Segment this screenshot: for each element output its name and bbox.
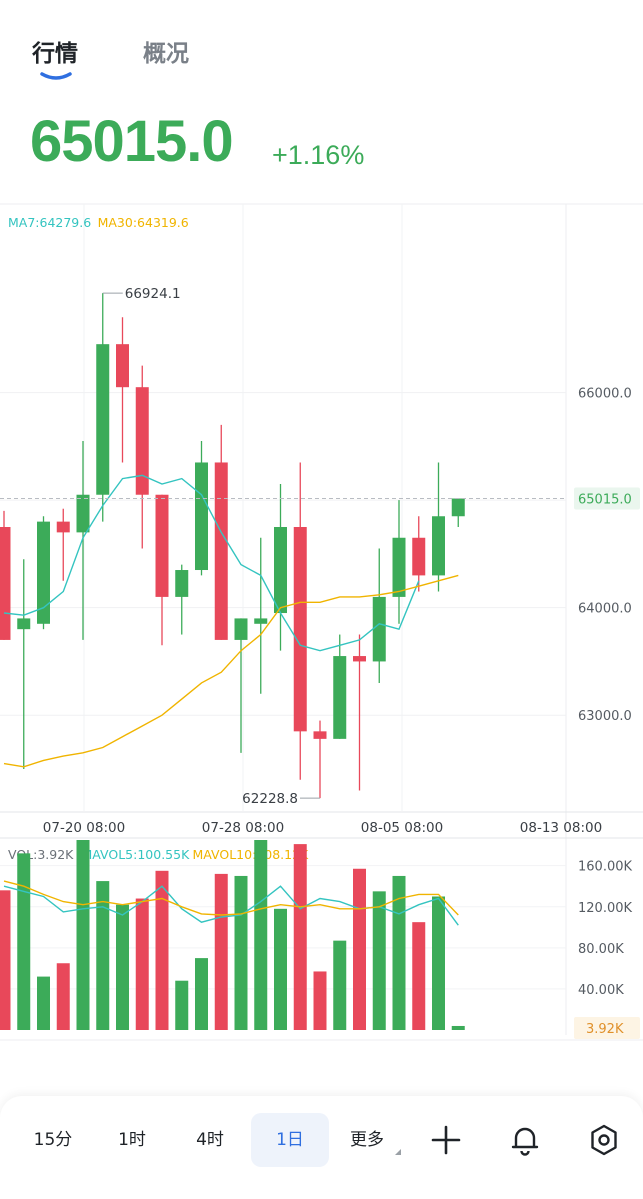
candle-body [17, 618, 31, 630]
current-price-tag [574, 487, 640, 510]
mavol5-line [3, 885, 459, 926]
candle-body [96, 344, 110, 495]
period-1h[interactable]: 1时 [118, 1130, 146, 1150]
x-axis-tick-label: 07-20 08:00 [43, 820, 125, 836]
period-more[interactable]: 更多 [335, 1113, 401, 1167]
volume-bar [372, 891, 386, 1030]
volume-bar [313, 971, 327, 1030]
candle-body [254, 618, 268, 624]
active-tab-indicator [40, 72, 72, 80]
volume-y-tick-label: 80.00K [578, 942, 624, 957]
candle-body [116, 344, 129, 388]
tab-market[interactable]: 行情 [32, 41, 78, 67]
period-1d[interactable]: 1日 [251, 1113, 329, 1167]
last-price: 65015.0 [30, 109, 234, 174]
x-axis-tick-label: 08-05 08:00 [361, 820, 443, 836]
volume-bar [195, 958, 208, 1030]
candle-body [353, 656, 366, 662]
volume-bar [155, 870, 169, 1030]
candle-body [392, 537, 406, 597]
volume-bar [353, 868, 366, 1030]
volume-bar [293, 844, 307, 1030]
tab-overview[interactable]: 概况 [143, 41, 189, 67]
period-4h[interactable]: 4时 [196, 1130, 224, 1150]
volume-bar [392, 875, 406, 1030]
low-price-annotation: 62228.8 [242, 791, 298, 807]
volume-bar [116, 904, 129, 1030]
volume-bar [432, 896, 445, 1030]
gear-icon[interactable] [586, 1122, 622, 1158]
candle-body [293, 527, 307, 732]
period-more-label: 更多 [350, 1130, 384, 1150]
price-change: +1.16% [272, 140, 365, 170]
kline-chart[interactable]: 66000.065000.064000.063000.0160.00K120.0… [0, 200, 643, 1060]
volume-bar [175, 980, 189, 1030]
volume-y-tick-label: 40.00K [578, 983, 624, 998]
volume-bar [76, 840, 90, 1030]
candle-body [56, 521, 70, 533]
candle-body [37, 521, 50, 624]
candle-body [135, 387, 149, 495]
candle-body [155, 494, 169, 597]
candle-body [175, 570, 189, 597]
volume-bar [214, 873, 228, 1030]
current-volume-tag [574, 1017, 640, 1039]
dropdown-corner-icon [395, 1149, 401, 1155]
mavol10-line [3, 880, 459, 916]
kline-legend-entry: MA7:64279.6 [8, 215, 91, 230]
candle-body [0, 527, 11, 640]
candle-body [412, 537, 426, 576]
candle-body [274, 527, 287, 614]
candle-body [451, 498, 465, 517]
volume-bar [17, 853, 31, 1030]
kline-legend-entry: MA30:64319.6 [98, 215, 189, 230]
volume-y-tick-label: 160.00K [578, 860, 632, 875]
volume-legend-entry: MAVOL10:108.12K [193, 847, 310, 862]
ma30-line [3, 574, 459, 768]
volume-bar [274, 908, 287, 1030]
x-axis-tick-label: 07-28 08:00 [202, 820, 284, 836]
candle-body [432, 516, 445, 576]
current-price-label: 65015.0 [578, 493, 632, 508]
candle-body [195, 462, 208, 571]
volume-bar [37, 976, 50, 1030]
volume-bar [56, 963, 70, 1030]
volume-bar [412, 922, 426, 1030]
volume-bar [234, 875, 248, 1030]
volume-bar [96, 881, 110, 1030]
candle-body [234, 618, 248, 640]
bell-icon[interactable] [507, 1122, 543, 1158]
kline-y-tick-label: 66000.0 [578, 387, 632, 402]
x-axis-tick-label: 08-13 08:00 [520, 820, 602, 836]
ma7-line [3, 474, 420, 652]
plus-icon[interactable] [428, 1122, 464, 1158]
volume-bar [333, 940, 347, 1030]
candle-body [76, 494, 90, 533]
candle-body [372, 596, 386, 662]
volume-bar [451, 1025, 465, 1030]
bottom-toolbar: 15分 1时 4时 1日 更多 [0, 1096, 643, 1199]
kline-y-tick-label: 64000.0 [578, 602, 632, 617]
period-15m[interactable]: 15分 [33, 1130, 73, 1150]
candle-body [214, 462, 228, 640]
volume-bar [254, 840, 268, 1030]
high-price-annotation: 66924.1 [125, 286, 181, 302]
candle-body [333, 656, 347, 739]
volume-bar [0, 890, 11, 1030]
top-tabs: 行情 概况 [0, 0, 643, 100]
volume-legend-entry: MAVOL5:100.55K [82, 847, 191, 862]
kline-y-tick-label: 63000.0 [578, 709, 632, 724]
current-volume-label: 3.92K [586, 1022, 624, 1037]
volume-y-tick-label: 120.00K [578, 901, 632, 916]
volume-bar [135, 898, 149, 1030]
candle-body [313, 731, 327, 739]
